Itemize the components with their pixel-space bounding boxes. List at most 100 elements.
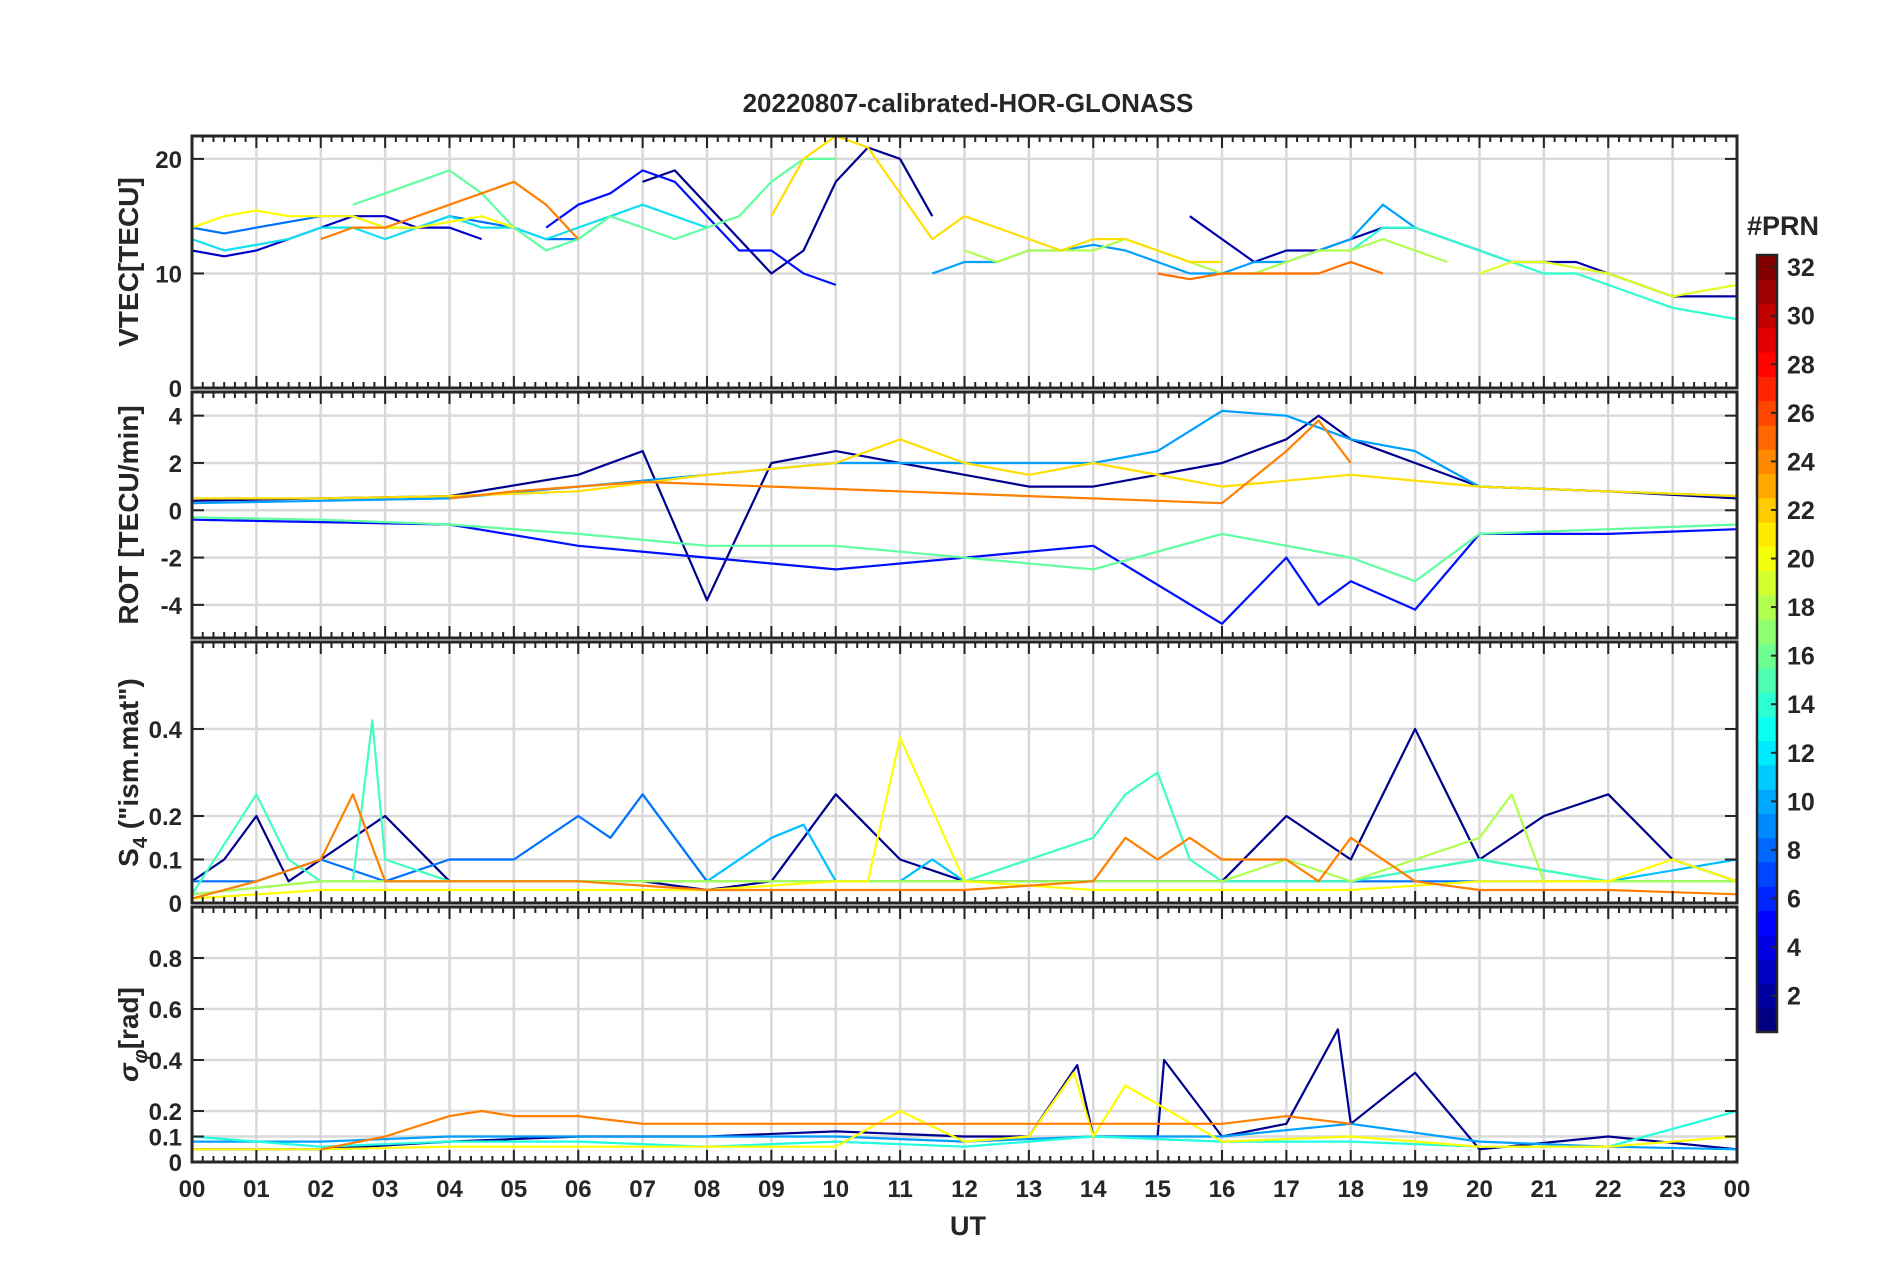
colorbar-tick-label: 32 [1787,254,1815,282]
series-prn-13 [1350,226,1737,321]
y-axis-label: ROT [TECU/min] [113,405,144,624]
x-tick-label: 05 [501,1176,528,1203]
x-tick-label: 12 [951,1176,978,1203]
y-tick-label: -4 [161,593,183,620]
colorbar-tick-label: 12 [1787,740,1815,768]
colorbar-segment [1757,813,1777,839]
x-tick-label: 18 [1337,1176,1364,1203]
x-tick-label: 20 [1466,1176,1493,1203]
colorbar-segment [1757,716,1777,742]
y-tick-label: 10 [155,261,182,288]
colorbar-segment [1757,667,1777,693]
colorbar-tick-label: 8 [1787,837,1801,865]
x-tick-label: 19 [1402,1176,1429,1203]
colorbar-segment [1757,692,1777,717]
x-tick-label: 22 [1595,1176,1622,1203]
colorbar-segment [1757,352,1777,377]
series-prn-20 [192,1071,1737,1151]
y-tick-label: 0 [169,376,182,403]
series-prn-23 [192,793,1737,900]
series-prn-16 [352,157,836,252]
panel-4: 00.10.2 0.4 0.6 0.8 σφ[rad] [113,905,1739,1177]
colorbar-segment [1757,959,1777,984]
colorbar-segment [1757,910,1777,936]
colorbar-segment [1757,570,1777,596]
colorbar-segment [1757,740,1777,766]
y-tick-label: 0.8 [149,946,182,973]
panel-2: -4 -2 0 2 4 ROT [TECU/min] [113,390,1739,640]
y-axis-label: S4 ("ism.mat") [113,678,152,867]
x-tick-label: 03 [372,1176,399,1203]
y-axis-label: σφ[rad] [113,987,152,1082]
x-tick-label: 06 [565,1176,592,1203]
colorbar-segment [1757,643,1777,669]
x-tick-label: 13 [1016,1176,1043,1203]
series-prn-23 [320,1109,1351,1151]
y-tick-label: -2 [161,546,182,573]
y-tick-label: 0 [169,891,182,918]
colorbar-segment [1757,862,1777,887]
y-tick-label: 0.6 [149,997,182,1024]
colorbar-tick-label: 22 [1787,497,1815,525]
colorbar-tick-label: 24 [1787,448,1815,476]
colorbar-segment [1757,400,1777,426]
chart-title: 20220807-calibrated-HOR-GLONASS [743,88,1194,118]
y-tick-label: 2 [169,451,182,478]
colorbar-segment [1757,424,1777,450]
y-tick-label: 0.1 [149,1125,182,1152]
y-tick-label: 0 [169,498,182,525]
colorbar-segment [1757,764,1777,790]
colorbar-tick-label: 20 [1787,546,1815,574]
x-tick-label: 01 [243,1176,270,1203]
x-tick-label: 00 [1724,1176,1751,1203]
x-tick-label: 04 [436,1176,463,1203]
y-tick-label: 4 [169,404,183,431]
series-prn-20 [192,209,515,229]
y-tick-label: 0.2 [149,1099,182,1126]
x-tick-label: 23 [1659,1176,1686,1203]
series-prn-5 [545,169,837,286]
series-group [192,1028,1737,1151]
x-tick-label: 16 [1209,1176,1236,1203]
colorbar-tick-label: 26 [1787,400,1815,428]
x-tick-label: 09 [758,1176,785,1203]
colorbar-tick-label: 18 [1787,594,1815,622]
y-axis-label: VTEC[TECU] [113,177,144,347]
x-tick-label: 17 [1273,1176,1300,1203]
colorbar-segment [1757,594,1777,620]
colorbar-segment [1757,546,1777,572]
series-prn-20 [192,736,1737,900]
colorbar-frame [1755,253,1779,1034]
colorbar-tick-label: 14 [1787,691,1815,719]
series-prn-5 [192,518,1737,625]
colorbar-segment [1757,473,1777,499]
x-tick-label: 00 [179,1176,206,1203]
colorbar-tick-label: 2 [1787,983,1801,1011]
x-tick-label: 21 [1531,1176,1558,1203]
series-prn-4 [192,215,483,258]
colorbar-segment [1757,1007,1777,1033]
colorbar-segment [1757,983,1777,1009]
y-tick-label: 20 [155,147,182,174]
colorbar-tick-label: 16 [1787,643,1815,671]
colorbar-tick-label: 28 [1787,351,1815,379]
y-tick-label: 0.2 [149,804,182,831]
y-tick-label: 0 [169,1150,182,1177]
series-group [192,409,1737,625]
series-prn-23 [449,419,1352,505]
colorbar-segment [1757,255,1777,280]
colorbar-segment [1757,837,1777,863]
colorbar-segment [1757,303,1777,329]
colorbar-segment [1757,279,1777,305]
series-prn-19 [1479,260,1737,298]
x-tick-label: 10 [822,1176,849,1203]
colorbar-tick-label: 30 [1787,303,1815,331]
x-tick-label: 08 [694,1176,721,1203]
colorbar-segment [1757,522,1777,547]
colorbar-segment [1757,497,1777,523]
series-prn-10 [192,409,1737,505]
y-tick-label: 0.4 [149,1048,183,1075]
